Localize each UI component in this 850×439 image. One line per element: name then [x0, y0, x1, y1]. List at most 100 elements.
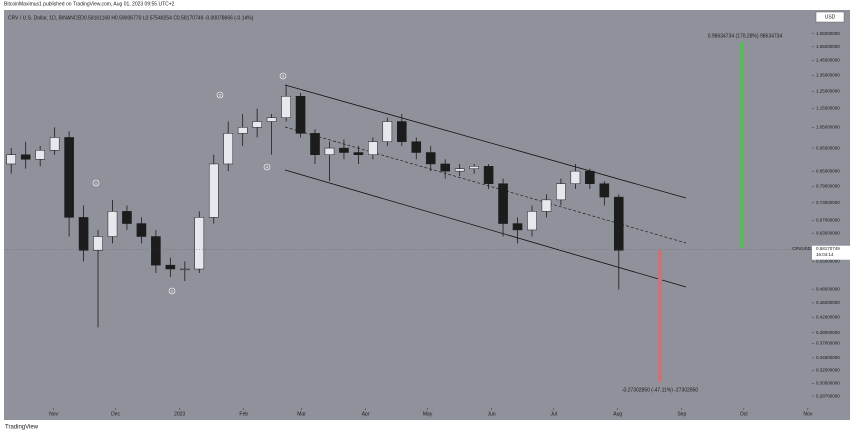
y-tick-label: 0.28700000: [816, 393, 840, 398]
x-tick-label: Sep: [677, 411, 686, 417]
candle-body: [483, 166, 494, 184]
y-tick-label: 1.15000000: [816, 106, 840, 111]
y-tick-label: 1.55000000: [816, 44, 840, 49]
x-tick-label: Mar: [297, 411, 306, 417]
candle-body: [252, 121, 262, 128]
candle-body: [93, 236, 103, 251]
y-tick-label: 0.85000000: [816, 168, 840, 173]
y-tick-label: 0.48000000: [816, 287, 840, 292]
plot-area: [4, 10, 812, 408]
x-tick-label: Nov: [803, 411, 812, 417]
y-tick-label: 0.32500000: [816, 368, 840, 373]
candle-body: [512, 223, 523, 231]
ohlc-readout: O0.58161168 H0.59006770 L0.57548254 C0.5…: [80, 15, 254, 21]
last-price-box: [812, 245, 850, 260]
y-tick-label: 0.45000000: [816, 300, 840, 305]
channel-upper: [284, 84, 687, 199]
wave-circle: [92, 179, 100, 187]
candle-body: [64, 137, 74, 218]
price-axis: [812, 10, 850, 408]
brand: TradingView: [5, 425, 39, 431]
x-tick-label: Dec: [111, 411, 120, 417]
x-tick-label: 2023: [174, 411, 185, 417]
candle-body: [324, 147, 335, 155]
wave-label: 1: [95, 180, 98, 185]
last-price-symbol: CRVUSD: [792, 246, 812, 251]
candle-body: [237, 127, 248, 134]
y-tick-label: 0.79000000: [816, 183, 840, 188]
candle-body: [498, 183, 508, 224]
candle-body: [599, 183, 610, 198]
wave-circle: [263, 163, 271, 171]
candle-body: [368, 141, 378, 155]
y-tick-label: 1.65000000: [816, 31, 840, 36]
y-tick-label: 0.67000000: [816, 218, 840, 223]
x-tick-label: Jun: [488, 411, 496, 417]
candle-body: [281, 96, 291, 118]
y-tick-label: 1.05000000: [816, 125, 840, 130]
candle-body: [411, 141, 422, 153]
wave-label: 4: [266, 164, 269, 169]
candle-body: [122, 211, 132, 224]
currency: USD: [825, 14, 836, 20]
time-axis: [4, 408, 850, 420]
target-down-bar: [658, 250, 662, 382]
wave-circle: [279, 72, 287, 80]
wave-circle: [216, 91, 224, 99]
x-tick-label: Apr: [362, 411, 370, 417]
x-tick-label: Oct: [740, 411, 748, 417]
y-tick-label: 0.95000000: [816, 145, 840, 150]
candle-body: [295, 96, 306, 134]
y-tick-label: 0.39000000: [816, 330, 840, 335]
candle-body: [107, 211, 118, 237]
wave-label: 5: [282, 73, 285, 78]
y-tick-label: 0.63000000: [816, 230, 840, 235]
y-tick-label: 1.35000000: [816, 72, 840, 77]
chart-title: CRV / U.S. Dollar, 1D, BINANCE: [8, 15, 81, 21]
y-tick-label: 1.25000000: [816, 88, 840, 93]
candle-body: [223, 133, 234, 165]
candle-body: [165, 264, 176, 270]
target-up: 0.98634734 (170.28%) 98634734: [708, 33, 783, 39]
candle-body: [527, 211, 537, 231]
y-tick-label: 0.73000000: [816, 200, 840, 205]
marks: 1.65000000 1.55000000 1.45000000 1.35000000…: [4, 31, 850, 417]
candle-body: [382, 121, 393, 142]
candle-body: [136, 223, 147, 237]
candle-body: [151, 236, 161, 266]
candle-body: [194, 217, 205, 270]
last-price-countdown: 16:04:14: [816, 252, 834, 257]
candle-body: [266, 117, 277, 122]
candle-body: [425, 152, 436, 165]
x-tick-label: Jul: [550, 411, 556, 417]
x-tick-label: Feb: [239, 411, 248, 417]
target-down: -0.27302850 (-47.11%) -27302850: [622, 387, 699, 393]
annotations: 0.98634734 (170.28%) 98634734 -0.2730285…: [622, 33, 783, 393]
candle-body: [310, 133, 320, 155]
y-tick-label: 1.45000000: [816, 58, 840, 63]
target-up-bar: [740, 42, 744, 248]
candle-body: [440, 163, 450, 172]
candle-body: [49, 137, 60, 151]
candle-body: [556, 183, 566, 201]
candle-body: [397, 121, 407, 142]
currency-box[interactable]: [815, 11, 845, 23]
wave-label: 3: [219, 92, 222, 97]
wave-circle: [168, 287, 176, 295]
y-tick-label: 0.34500000: [816, 355, 840, 360]
last-price-label: 0.58170749: [816, 246, 840, 251]
wave-label: 2: [171, 288, 174, 293]
candle-body: [78, 217, 89, 251]
y-tick-label: 0.37000000: [816, 341, 840, 346]
candle-body: [613, 196, 624, 251]
candle-body: [35, 150, 45, 160]
candle-body: [353, 152, 364, 155]
candle-body: [454, 168, 465, 172]
candle-body: [6, 154, 17, 165]
x-tick-label: Nov: [49, 411, 58, 417]
candle-body: [180, 268, 190, 271]
candle-body: [339, 147, 349, 153]
candle-body: [208, 163, 219, 218]
